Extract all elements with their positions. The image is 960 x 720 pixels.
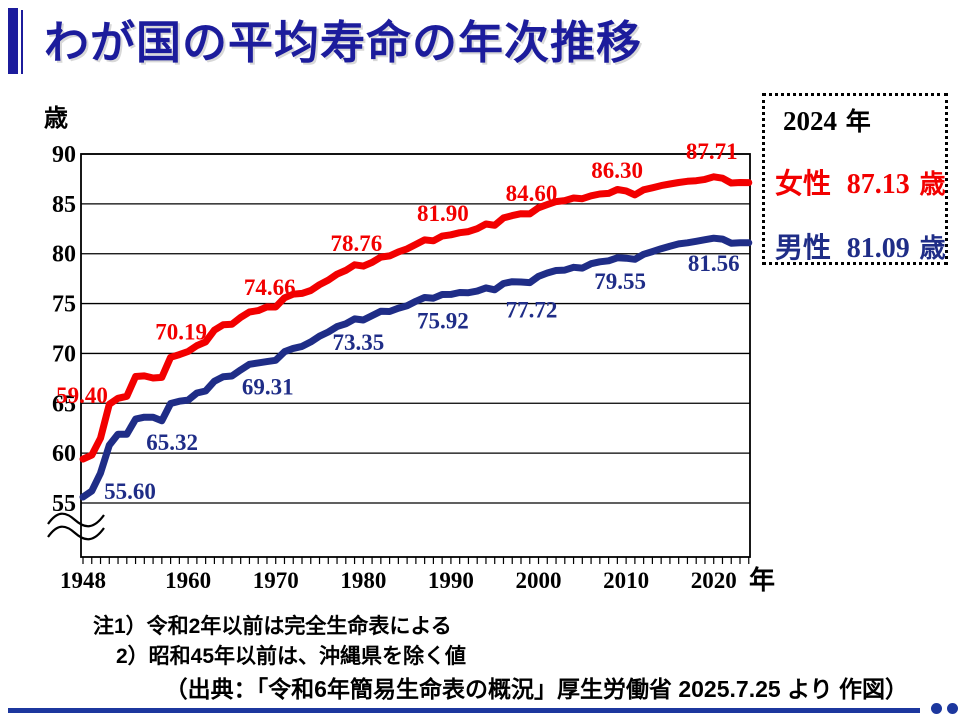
- title-accent-bar: [8, 8, 18, 74]
- legend-female-unit: 歳: [919, 169, 946, 199]
- y-tick-label-90: 90: [52, 142, 76, 168]
- footer-dot-1: [931, 703, 942, 714]
- point-label-male-1980: 73.35: [332, 330, 384, 355]
- y-tick-label-60: 60: [52, 441, 76, 467]
- x-tick-label-1990: 1990: [428, 568, 474, 593]
- point-label-male-2010: 79.55: [594, 269, 646, 294]
- point-label-male-1970: 69.31: [242, 374, 294, 399]
- y-tick-label-55: 55: [52, 491, 76, 517]
- series-line-male: [79, 234, 753, 501]
- y-tick-label-85: 85: [52, 192, 76, 218]
- y-tick-label-70: 70: [52, 341, 76, 367]
- point-label-male-2000: 77.72: [506, 297, 558, 322]
- y-tick-label-65: 65: [52, 391, 76, 417]
- legend-male-unit: 歳: [919, 233, 946, 263]
- legend-male-value: 81.09: [846, 233, 910, 264]
- series-line-female: [79, 173, 753, 463]
- point-label-female-1960: 70.19: [155, 320, 207, 345]
- axis-break-wave-1: [47, 512, 105, 528]
- legend-female-row: 女性 87.13 歳: [775, 162, 946, 202]
- legend-year-value: 2024: [783, 106, 837, 136]
- point-label-female-2010: 86.30: [591, 158, 643, 183]
- point-label-female-1980: 78.76: [330, 231, 382, 256]
- title-accent-line: [21, 10, 23, 74]
- legend-year-unit: 年: [845, 108, 871, 136]
- x-tick-label-2010: 2010: [603, 568, 649, 593]
- note-2: 2）昭和45年以前は、沖縄県を除く値: [116, 645, 467, 668]
- point-label-male-2020: 81.56: [688, 251, 740, 276]
- legend-male-label: 男性: [775, 232, 832, 263]
- x-tick-label-2000: 2000: [516, 568, 562, 593]
- legend-female-label: 女性: [775, 168, 832, 199]
- point-label-male-1990: 75.92: [417, 308, 469, 333]
- x-tick-label-1970: 1970: [253, 568, 299, 593]
- point-label-male-1948: 55.60: [104, 479, 156, 504]
- point-label-male-1960: 65.32: [146, 430, 198, 455]
- x-axis-unit-label: 年: [749, 565, 775, 595]
- point-label-female-2020: 87.71: [686, 139, 738, 164]
- footer-rule: [8, 708, 920, 713]
- x-tick-label-2020: 2020: [691, 568, 737, 593]
- legend-male-row: 男性 81.09 歳: [775, 226, 946, 266]
- point-label-female-1970: 74.66: [244, 275, 296, 300]
- x-tick-label-1948: 1948: [60, 568, 106, 593]
- source-note: （出典：「令和6年簡易生命表の概況」厚生労働省 2025.7.25 より 作図）: [164, 676, 908, 702]
- y-tick-label-75: 75: [52, 292, 76, 318]
- point-label-female-2000: 84.60: [506, 181, 558, 206]
- legend-year-row: 2024 年: [775, 102, 871, 138]
- page-title: わが国の平均寿命の年次推移: [44, 17, 643, 68]
- x-tick-label-1960: 1960: [165, 568, 211, 593]
- footer-dot-2: [947, 703, 958, 714]
- point-label-female-1948: 59.40: [56, 383, 108, 408]
- legend-female-value: 87.13: [846, 169, 910, 200]
- x-tick-label-1980: 1980: [340, 568, 386, 593]
- legend-box: 2024 年 女性 87.13 歳 男性 81.09 歳: [762, 93, 948, 265]
- note-1: 注1）令和2年以前は完全生命表による: [93, 615, 452, 638]
- y-tick-label-80: 80: [52, 242, 76, 268]
- axis-break-wave-2: [47, 525, 105, 541]
- y-axis-unit-label: 歳: [44, 104, 68, 132]
- point-label-female-1990: 81.90: [417, 201, 469, 226]
